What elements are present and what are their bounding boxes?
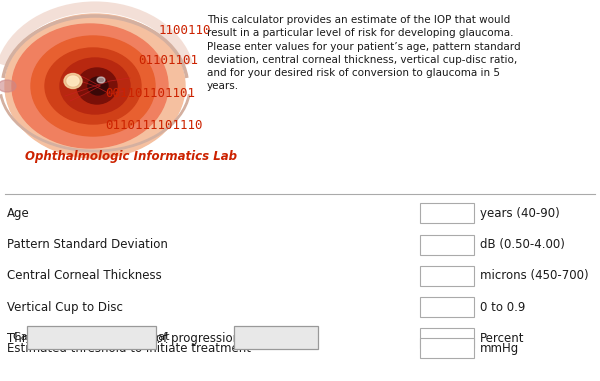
Ellipse shape <box>64 74 82 88</box>
Ellipse shape <box>0 80 16 92</box>
Text: 0 to 0.9: 0 to 0.9 <box>480 301 526 314</box>
Ellipse shape <box>12 24 168 148</box>
Text: 01101101: 01101101 <box>138 54 198 67</box>
Text: 001101101101: 001101101101 <box>105 87 195 100</box>
Text: Clear Values: Clear Values <box>241 332 311 342</box>
FancyBboxPatch shape <box>420 297 474 317</box>
Ellipse shape <box>60 58 130 114</box>
Ellipse shape <box>97 77 105 83</box>
Ellipse shape <box>5 14 185 158</box>
FancyBboxPatch shape <box>420 266 474 286</box>
Ellipse shape <box>88 77 108 95</box>
Ellipse shape <box>45 48 141 124</box>
FancyBboxPatch shape <box>420 338 474 358</box>
Text: Percent: Percent <box>480 332 524 345</box>
Text: microns (450-700): microns (450-700) <box>480 269 589 282</box>
Text: Calculate Threshold to Treat: Calculate Threshold to Treat <box>13 332 170 342</box>
Text: mmHg: mmHg <box>480 342 519 355</box>
Text: Threshold for 5-year risk of progression: Threshold for 5-year risk of progression <box>7 332 241 345</box>
Ellipse shape <box>77 68 117 104</box>
Text: This calculator provides an estimate of the IOP that would
result in a particula: This calculator provides an estimate of … <box>207 15 521 91</box>
Text: 1100110: 1100110 <box>159 24 212 37</box>
FancyBboxPatch shape <box>420 328 474 348</box>
FancyBboxPatch shape <box>420 203 474 223</box>
Text: Ophthalmologic Informatics Lab: Ophthalmologic Informatics Lab <box>25 150 237 163</box>
FancyBboxPatch shape <box>27 326 156 349</box>
Text: 0.: 0. <box>423 301 434 314</box>
Ellipse shape <box>67 76 79 86</box>
Text: Age: Age <box>7 207 30 220</box>
Text: 0110111101110: 0110111101110 <box>105 119 203 132</box>
Text: Central Corneal Thickness: Central Corneal Thickness <box>7 269 162 282</box>
Text: Vertical Cup to Disc: Vertical Cup to Disc <box>7 301 123 314</box>
Text: dB (0.50-4.00): dB (0.50-4.00) <box>480 238 565 251</box>
Ellipse shape <box>31 36 155 136</box>
Text: years (40-90): years (40-90) <box>480 207 560 220</box>
Text: Pattern Standard Deviation: Pattern Standard Deviation <box>7 238 168 251</box>
FancyBboxPatch shape <box>420 235 474 255</box>
Text: Estimated threshold to initiate treatment: Estimated threshold to initiate treatmen… <box>7 342 251 355</box>
FancyBboxPatch shape <box>234 326 318 349</box>
